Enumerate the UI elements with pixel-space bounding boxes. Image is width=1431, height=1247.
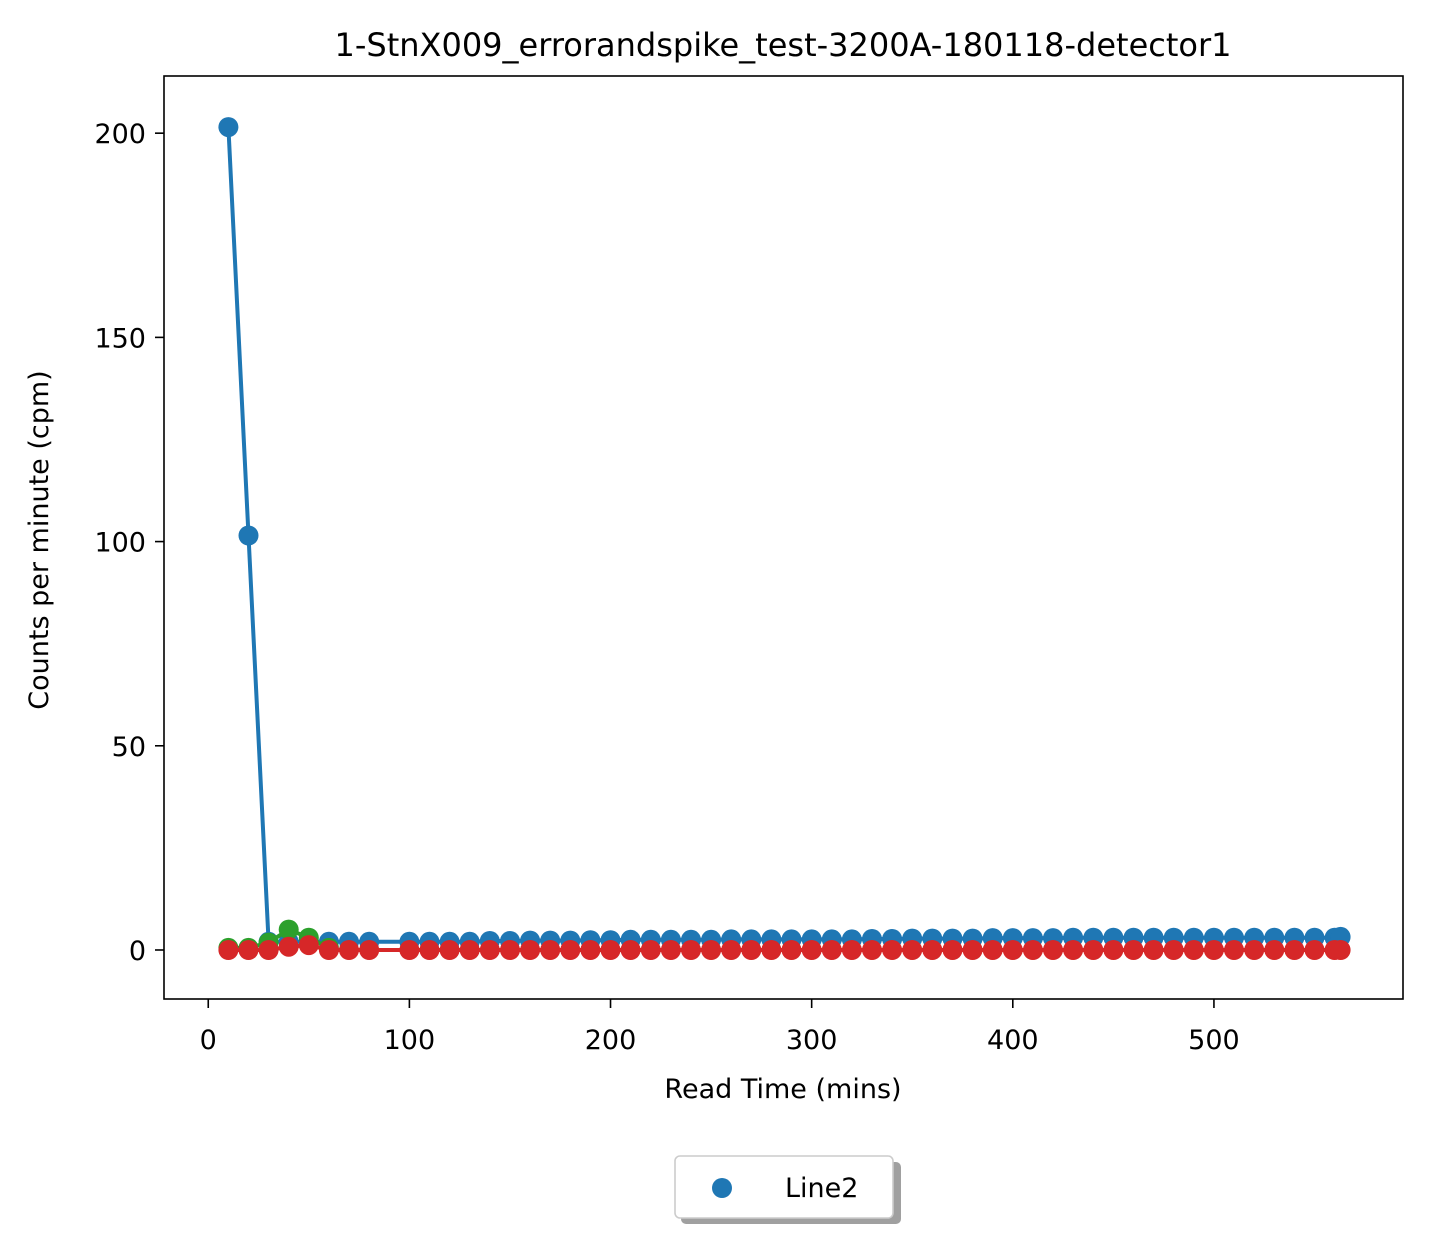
- y-tick-label: 50: [112, 732, 146, 763]
- series-2-point: [238, 940, 259, 960]
- series-2-point: [258, 940, 279, 960]
- series-2-point: [1022, 940, 1043, 960]
- series-0-line: [226, 127, 1341, 944]
- series-2-point: [399, 940, 420, 960]
- series-2-point: [761, 940, 782, 960]
- series-2-point: [439, 940, 460, 960]
- legend: Line2: [674, 1155, 901, 1224]
- series-2-point: [620, 940, 641, 960]
- series-2-point: [1143, 940, 1164, 960]
- series-0-point: [218, 117, 239, 138]
- x-tick-label: 400: [987, 1025, 1039, 1056]
- series-2-point: [841, 940, 862, 960]
- series-2-point: [218, 940, 239, 960]
- series-2-point: [701, 940, 722, 960]
- series-2-point: [801, 940, 822, 960]
- plot-frame: [163, 75, 1404, 1000]
- series-2-point: [1330, 940, 1351, 960]
- series-0-point: [238, 525, 259, 546]
- series-2-point: [781, 940, 802, 960]
- series-2-point: [1284, 940, 1305, 960]
- series-2-point: [1183, 940, 1204, 960]
- series-2-point: [721, 940, 742, 960]
- series-1-point: [278, 919, 299, 940]
- series-2-point: [419, 940, 440, 960]
- y-tick-label: 0: [129, 936, 146, 967]
- x-axis-label: Read Time (mins): [664, 1074, 901, 1105]
- x-axis: 0 100 200 300 400 500: [200, 999, 1240, 1056]
- plot-area: [218, 117, 1351, 960]
- series-2-point: [479, 940, 500, 960]
- series-2-point: [922, 940, 943, 960]
- series-2-point: [318, 940, 339, 960]
- series-2-point: [560, 940, 581, 960]
- series-2-point: [1083, 940, 1104, 960]
- legend-box: [674, 1155, 894, 1219]
- y-axis-label: Counts per minute (cpm): [24, 370, 55, 709]
- series-2-point: [520, 940, 541, 960]
- series-2-point: [1203, 940, 1224, 960]
- series-2-point: [540, 940, 561, 960]
- y-axis: 0 50 100 150 200: [94, 119, 164, 967]
- series-2-point: [982, 940, 1003, 960]
- series-2-point: [580, 940, 601, 960]
- series-2-point: [1063, 940, 1084, 960]
- series-2-point: [821, 940, 842, 960]
- series-2-point: [902, 940, 923, 960]
- series-2-point: [1224, 940, 1244, 960]
- y-tick-label: 200: [94, 119, 146, 150]
- series-2-point: [1103, 940, 1124, 960]
- series-2-point: [298, 935, 319, 956]
- series-2-point: [339, 940, 359, 960]
- x-tick-label: 0: [200, 1025, 217, 1056]
- series-2-point: [278, 936, 299, 957]
- series-2-point: [1264, 940, 1285, 960]
- series-2-point: [640, 940, 661, 960]
- legend-marker: [712, 1178, 732, 1198]
- y-tick-label: 150: [94, 323, 146, 354]
- series-2-point: [741, 940, 762, 960]
- series-2-point: [1043, 940, 1063, 960]
- series-2-point: [942, 940, 963, 960]
- series-2-point: [962, 940, 983, 960]
- x-tick-label: 300: [786, 1025, 838, 1056]
- chart-title: 1-StnX009_errorandspike_test-3200A-18011…: [334, 26, 1231, 64]
- series-2-point: [1163, 940, 1184, 960]
- x-tick-label: 100: [384, 1025, 436, 1056]
- series-2-point: [600, 940, 621, 960]
- series-2-point: [459, 940, 480, 960]
- y-tick-label: 100: [94, 528, 146, 559]
- series-2-point: [660, 940, 681, 960]
- series-2-point: [1002, 940, 1023, 960]
- x-tick-label: 200: [585, 1025, 637, 1056]
- series-2-point: [882, 940, 903, 960]
- series-2-point: [500, 940, 520, 960]
- series-2-point: [1304, 940, 1325, 960]
- series-2-point: [359, 940, 380, 960]
- series-2-point: [681, 940, 701, 960]
- series-2-point: [862, 940, 882, 960]
- series-2-point: [1244, 940, 1265, 960]
- series-2-point: [1123, 940, 1144, 960]
- x-tick-label: 500: [1188, 1025, 1240, 1056]
- legend-entry-label: Line2: [785, 1173, 858, 1204]
